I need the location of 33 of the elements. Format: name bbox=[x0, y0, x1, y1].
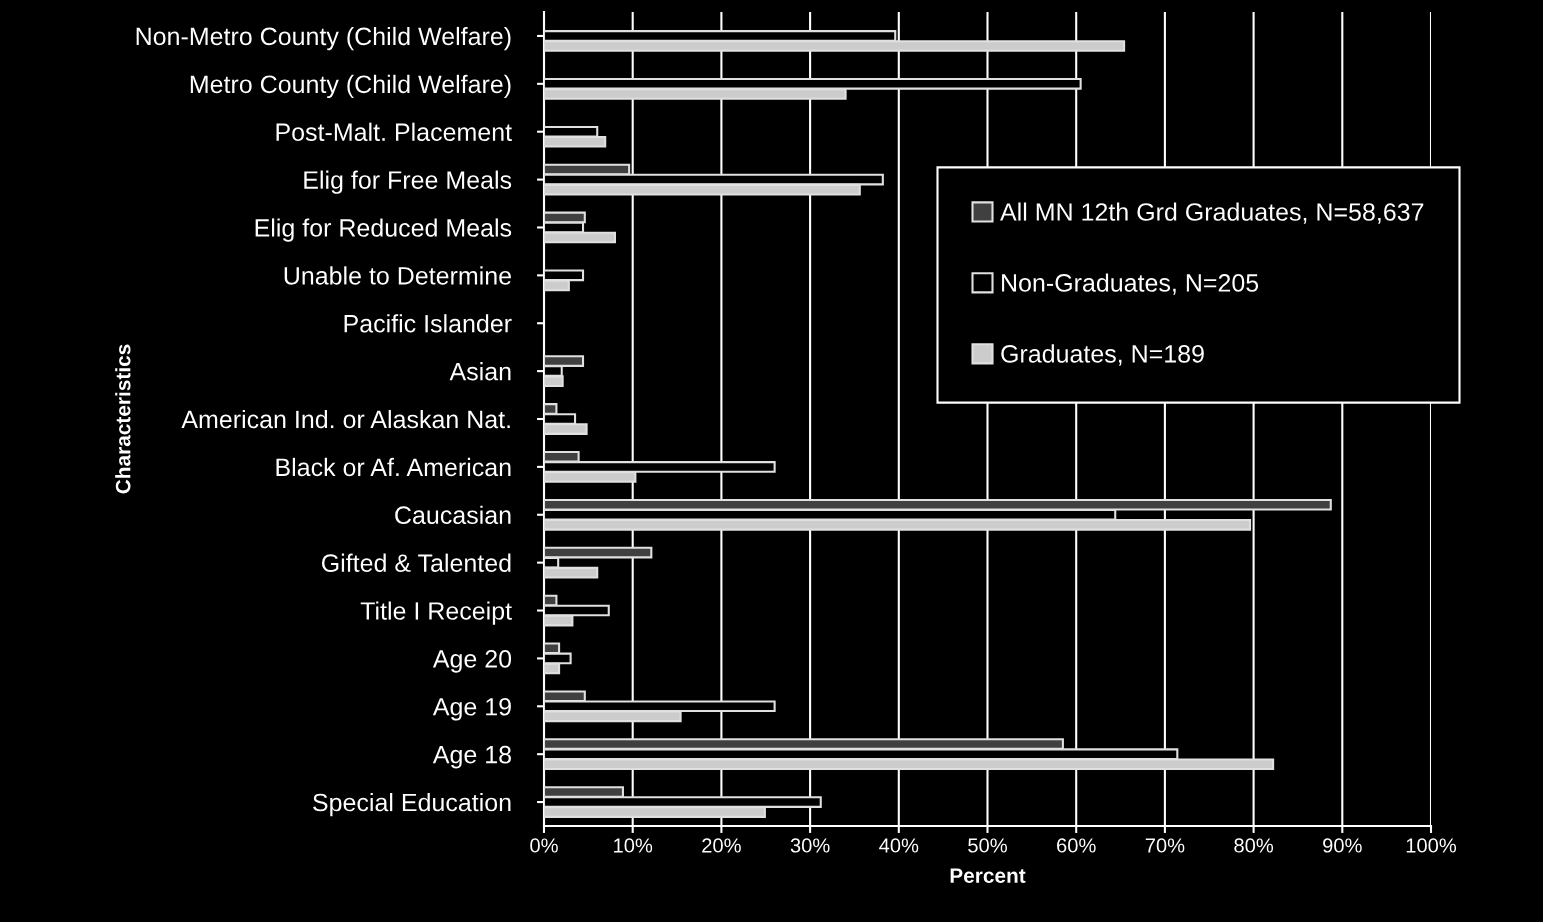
y-tick-label: Post-Malt. Placement bbox=[276, 122, 512, 142]
y-tick-label: Elig for Free Meals bbox=[304, 170, 512, 194]
legend-label: All MN 12th Grd Graduates, N=58,637 bbox=[1000, 202, 1424, 224]
x-tick-label: 40% bbox=[879, 838, 919, 853]
y-tick-label: Age 19 bbox=[432, 697, 511, 721]
y-tick-label: Age 20 bbox=[432, 650, 512, 673]
y-tick-label: Caucasian bbox=[395, 505, 511, 525]
legend-label: Non-Graduates, N=205 bbox=[1002, 273, 1259, 295]
y-tick-label: Black or Af. American bbox=[276, 457, 511, 477]
x-tick-label: 30% bbox=[790, 838, 830, 853]
y-tick-label: Special Education bbox=[313, 793, 511, 817]
y-tick-label: Pacific Islander bbox=[344, 314, 512, 333]
y-tick-label: Non-Metro County (Child Welfare) bbox=[136, 26, 511, 51]
y-tick-label: Title I Receipt bbox=[360, 601, 512, 625]
x-tick-label: 0% bbox=[530, 838, 558, 853]
y-tick-label: Age 18 bbox=[432, 745, 511, 769]
y-tick-label: Elig for Reduced Meals bbox=[255, 218, 512, 242]
y-axis-title: Characteristics bbox=[115, 344, 131, 494]
x-tick-label: 80% bbox=[1234, 838, 1274, 853]
y-tick-label: Asian bbox=[449, 362, 511, 381]
x-tick-label: 10% bbox=[614, 838, 653, 853]
legend-label: Graduates, N=189 bbox=[1001, 344, 1204, 366]
x-tick-label: 50% bbox=[968, 838, 1007, 853]
x-tick-label: 70% bbox=[1145, 838, 1185, 853]
y-tick-label: Metro County (Child Welfare) bbox=[190, 74, 511, 99]
y-tick-label: Gifted & Talented bbox=[321, 553, 511, 572]
x-tick-label: 20% bbox=[702, 838, 741, 853]
x-tick-label: 90% bbox=[1323, 838, 1362, 853]
y-tick-label: Unable to Determine bbox=[284, 266, 511, 285]
y-tick-label: American Ind. or Alaskan Nat. bbox=[181, 409, 510, 429]
x-tick-label: 60% bbox=[1057, 838, 1096, 853]
x-tick-label: 100% bbox=[1406, 838, 1457, 853]
x-axis-title: Percent bbox=[950, 868, 1026, 883]
